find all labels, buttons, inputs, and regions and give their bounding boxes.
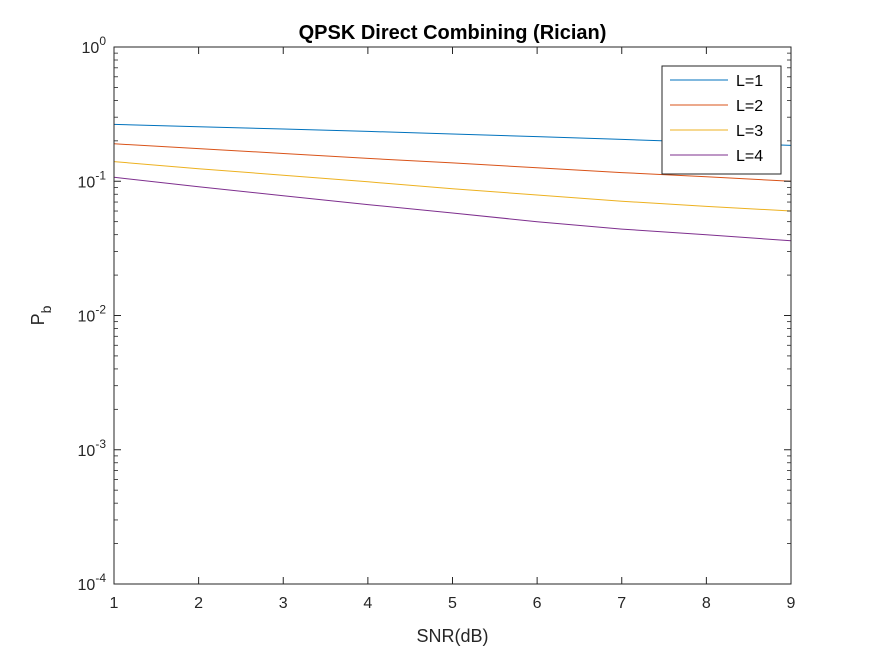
series-line-4 [113, 176, 792, 242]
y-tick-label: 10-4 [78, 571, 107, 594]
ticks-layer: 1 2 3 4 5 6 7 8 9 100 10-1 10-2 10-3 10-4 [78, 34, 796, 612]
legend-label: L=4 [736, 148, 763, 165]
x-axis-title: SNR(dB) [416, 626, 488, 646]
y-tick-label: 10-2 [78, 303, 107, 326]
y-axis-title-subscript: b [38, 305, 54, 313]
y-tick-label: 10-3 [78, 437, 107, 460]
x-tick-label: 6 [533, 595, 542, 612]
legend: L=1 L=2 L=3 L=4 [661, 65, 782, 175]
y-tick-label: 10-1 [78, 168, 107, 191]
x-tick-label: 2 [194, 595, 203, 612]
x-tick-label: 5 [448, 595, 457, 612]
legend-label: L=1 [736, 73, 763, 90]
y-tick-label: 100 [82, 34, 107, 57]
series-line-3 [113, 161, 792, 212]
chart-title: QPSK Direct Combining (Rician) [299, 22, 607, 44]
x-tick-label: 7 [617, 595, 626, 612]
y-axis-title: Pb [28, 305, 54, 325]
y-axis-title-base: P [28, 313, 48, 325]
x-tick-label: 4 [363, 595, 372, 612]
legend-label: L=3 [736, 123, 763, 140]
x-tick-label: 8 [702, 595, 711, 612]
legend-label: L=2 [736, 98, 763, 115]
x-tick-label: 9 [787, 595, 796, 612]
x-tick-label: 3 [279, 595, 288, 612]
series-line-2 [113, 143, 792, 182]
x-tick-label: 1 [110, 595, 119, 612]
legend-box [661, 65, 782, 175]
